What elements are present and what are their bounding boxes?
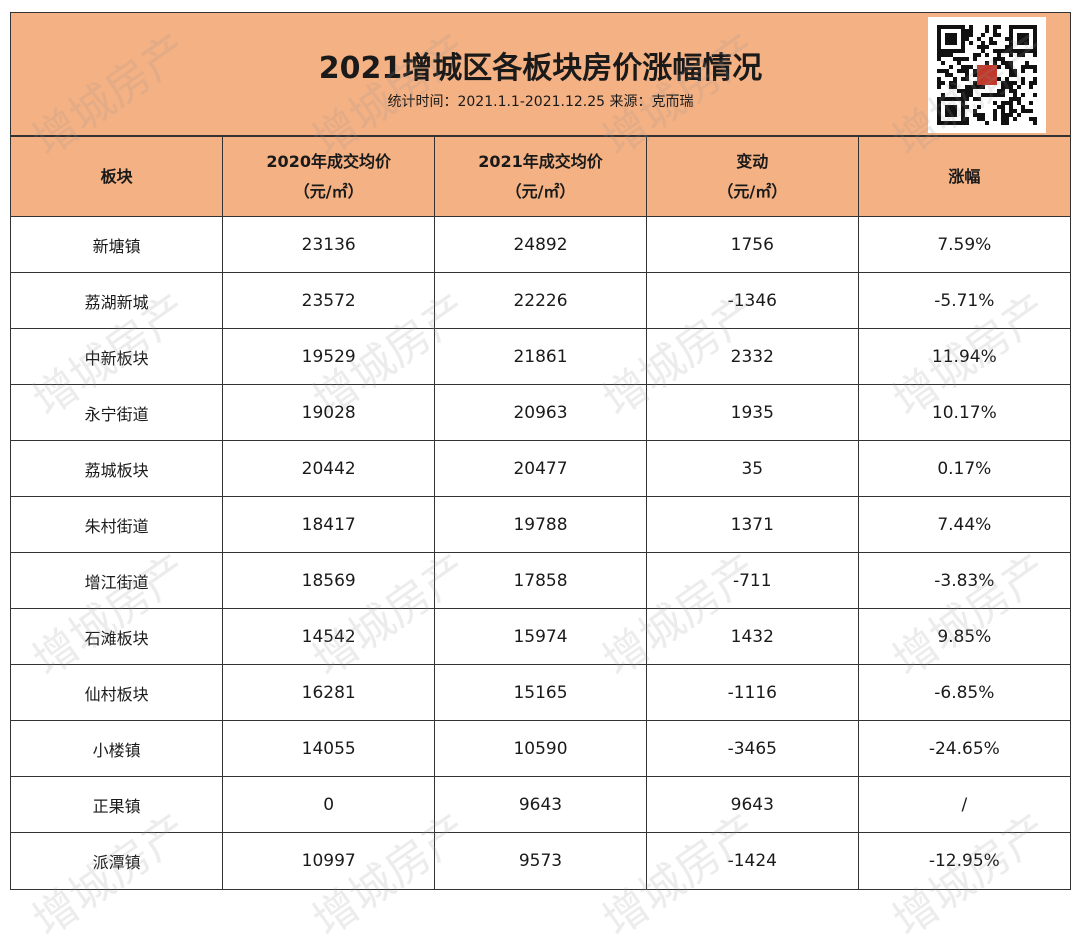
table-cell: 19529 xyxy=(222,328,436,385)
table-cell: 石滩板块 xyxy=(11,608,224,665)
table-row: 荔湖新城 23572 22226 -1346 -5.71% xyxy=(11,272,1070,329)
table-row: 派潭镇 10997 9573 -1424 -12.95% xyxy=(11,832,1070,889)
table-cell: 小楼镇 xyxy=(11,720,224,777)
table-cell: -12.95% xyxy=(857,832,1070,889)
table-cell: 18417 xyxy=(222,496,436,553)
table-cell: 11.94% xyxy=(857,328,1070,385)
table-cell: 2332 xyxy=(645,328,859,385)
table-row: 永宁街道 19028 20963 1935 10.17% xyxy=(11,384,1070,441)
table-cell: 17858 xyxy=(434,552,647,609)
table-cell: 1935 xyxy=(645,384,859,441)
header-unit: （元/㎡） xyxy=(293,181,364,201)
table-cell: 24892 xyxy=(434,216,647,273)
table-cell: 21861 xyxy=(434,328,647,385)
table-cell: 派潭镇 xyxy=(11,832,224,889)
table-cell: 14542 xyxy=(222,608,436,665)
table-cell: -711 xyxy=(645,552,859,609)
table-row: 增江街道 18569 17858 -711 -3.83% xyxy=(11,552,1070,609)
table-cell: 23572 xyxy=(222,272,436,329)
table-cell: 荔湖新城 xyxy=(11,272,224,329)
column-header: 变动 （元/㎡） xyxy=(645,136,859,217)
table-cell: 18569 xyxy=(222,552,436,609)
table-cell: 19788 xyxy=(434,496,647,553)
page-title: 2021增城区各板块房价涨幅情况 xyxy=(318,51,763,86)
table-cell: 永宁街道 xyxy=(11,384,224,441)
table-cell: 7.44% xyxy=(857,496,1070,553)
table-cell: 35 xyxy=(645,440,859,497)
table-cell: 0 xyxy=(222,776,436,833)
header-label: 2020年成交均价 xyxy=(266,151,391,171)
price-table: 板块 2020年成交均价 （元/㎡） 2021年成交均价 （元/㎡） 变动 （元/㎡） 涨幅 … xyxy=(11,136,1070,889)
table-cell: 1371 xyxy=(645,496,859,553)
table-cell: 7.59% xyxy=(857,216,1070,273)
table-cell: 正果镇 xyxy=(11,776,224,833)
table-row: 中新板块 19529 21861 2332 11.94% xyxy=(11,328,1070,385)
table-cell: 20442 xyxy=(222,440,436,497)
table-cell: 荔城板块 xyxy=(11,440,224,497)
table-cell: 朱村街道 xyxy=(11,496,224,553)
qr-code xyxy=(928,17,1046,133)
header-label: 涨幅 xyxy=(948,166,981,186)
table-cell: 增江街道 xyxy=(11,552,224,609)
table-cell: -1424 xyxy=(645,832,859,889)
header-label: 变动 xyxy=(736,151,769,171)
table-cell: 1432 xyxy=(645,608,859,665)
table-cell: -3.83% xyxy=(857,552,1070,609)
table-cell: 9643 xyxy=(645,776,859,833)
table-row: 朱村街道 18417 19788 1371 7.44% xyxy=(11,496,1070,553)
table-row: 荔城板块 20442 20477 35 0.17% xyxy=(11,440,1070,497)
table-cell: 仙村板块 xyxy=(11,664,224,721)
table-cell: -1116 xyxy=(645,664,859,721)
header-unit: （元/㎡） xyxy=(505,181,576,201)
table-cell: -5.71% xyxy=(857,272,1070,329)
column-header: 2020年成交均价 （元/㎡） xyxy=(222,136,436,217)
table-cell: 15974 xyxy=(434,608,647,665)
table-cell: 1756 xyxy=(645,216,859,273)
column-header: 板块 xyxy=(11,136,224,217)
table-cell: 10.17% xyxy=(857,384,1070,441)
table-cell: 22226 xyxy=(434,272,647,329)
header-label: 板块 xyxy=(100,166,133,186)
column-header: 涨幅 xyxy=(857,136,1070,217)
table-row: 仙村板块 16281 15165 -1116 -6.85% xyxy=(11,664,1070,721)
table-cell: 23136 xyxy=(222,216,436,273)
table-cell: 中新板块 xyxy=(11,328,224,385)
price-table-card: 2021增城区各板块房价涨幅情况 统计时间：2021.1.1-2021.12.2… xyxy=(10,12,1071,890)
table-cell: 0.17% xyxy=(857,440,1070,497)
table-cell: 16281 xyxy=(222,664,436,721)
table-cell: 10590 xyxy=(434,720,647,777)
header-label: 2021年成交均价 xyxy=(478,151,603,171)
header-unit: （元/㎡） xyxy=(717,181,788,201)
table-cell: -3465 xyxy=(645,720,859,777)
column-header: 2021年成交均价 （元/㎡） xyxy=(434,136,647,217)
table-cell: 15165 xyxy=(434,664,647,721)
table-cell: 9573 xyxy=(434,832,647,889)
table-cell: 20963 xyxy=(434,384,647,441)
table-cell: 9.85% xyxy=(857,608,1070,665)
table-row: 小楼镇 14055 10590 -3465 -24.65% xyxy=(11,720,1070,777)
table-cell: 14055 xyxy=(222,720,436,777)
table-cell: -6.85% xyxy=(857,664,1070,721)
table-cell: 20477 xyxy=(434,440,647,497)
table-cell: -1346 xyxy=(645,272,859,329)
table-cell: / xyxy=(857,776,1070,833)
table-row: 新塘镇 23136 24892 1756 7.59% xyxy=(11,216,1070,273)
table-cell: 新塘镇 xyxy=(11,216,224,273)
title-area: 2021增城区各板块房价涨幅情况 统计时间：2021.1.1-2021.12.2… xyxy=(11,13,1070,136)
table-cell: 10997 xyxy=(222,832,436,889)
table-row: 石滩板块 14542 15974 1432 9.85% xyxy=(11,608,1070,665)
table-cell: 9643 xyxy=(434,776,647,833)
table-cell: 19028 xyxy=(222,384,436,441)
table-cell: -24.65% xyxy=(857,720,1070,777)
subtitle: 统计时间：2021.1.1-2021.12.25 来源：克而瑞 xyxy=(387,94,694,110)
table-row: 正果镇 0 9643 9643/ xyxy=(11,776,1070,833)
